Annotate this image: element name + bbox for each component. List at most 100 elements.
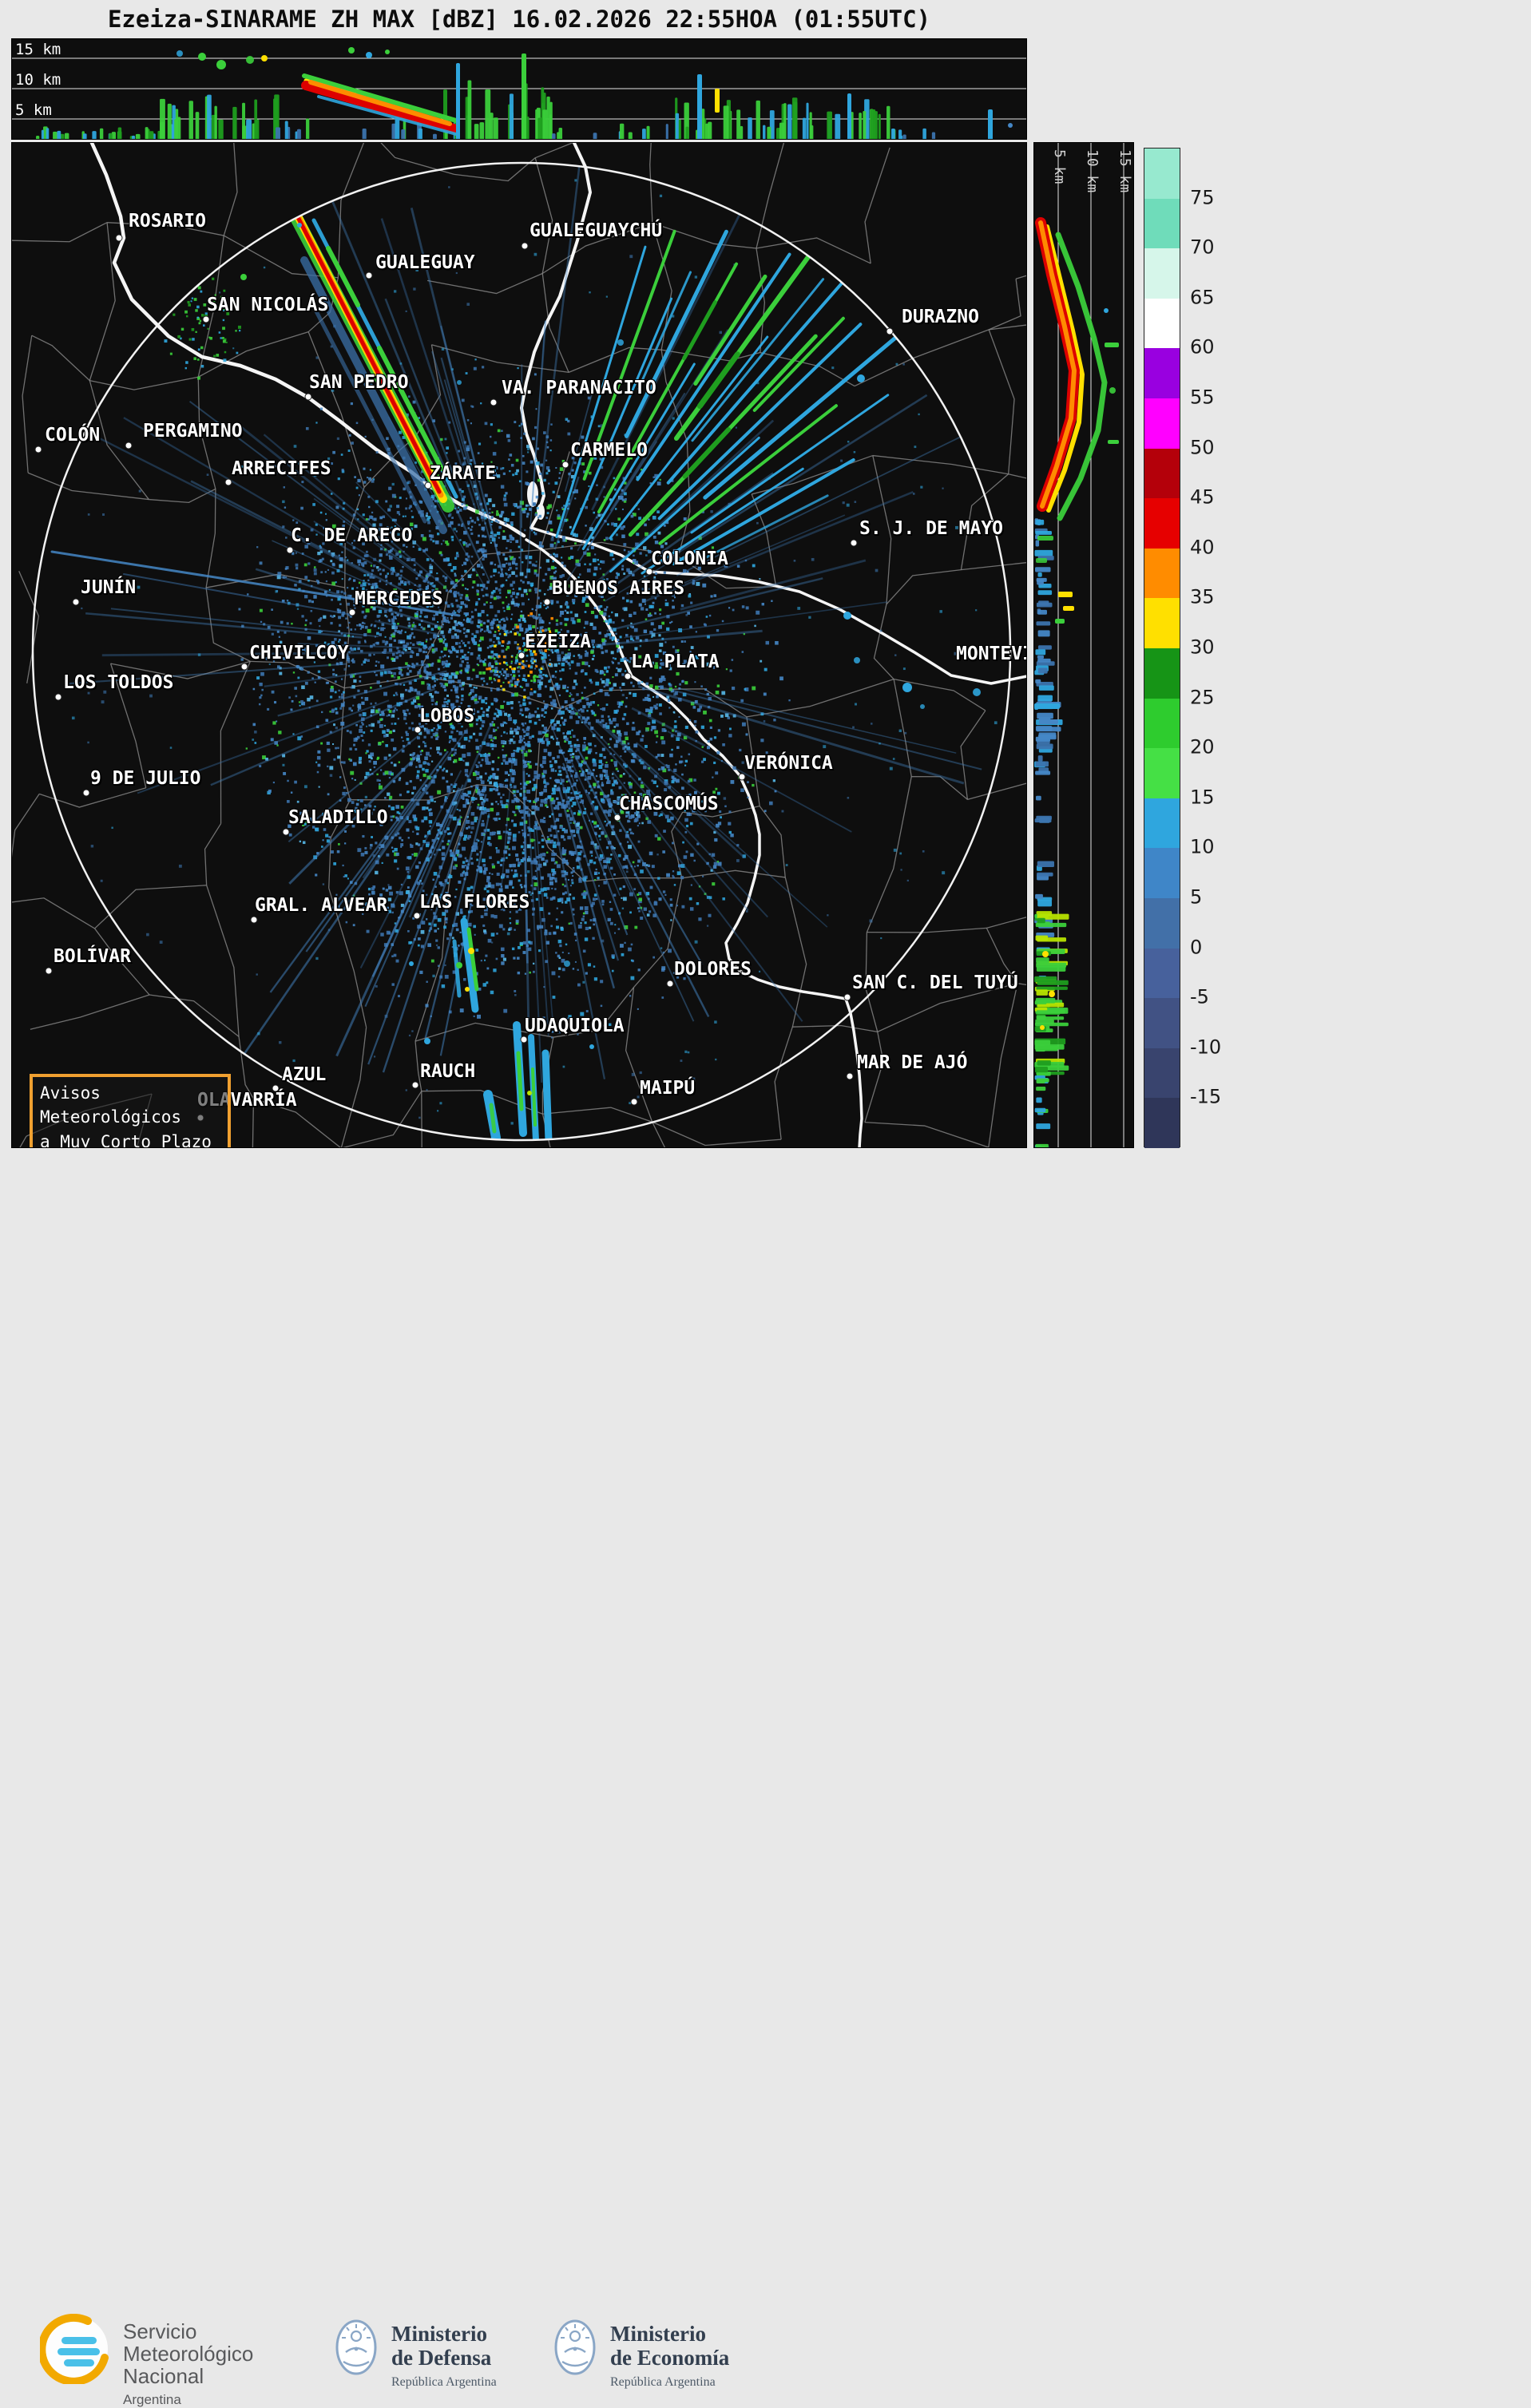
city-label: ZÁRATE xyxy=(430,465,496,483)
city-label: EZEIZA xyxy=(525,633,591,652)
colorbar-segment xyxy=(1144,848,1180,898)
ministry-economia-text: Ministerio de Economía República Argenti… xyxy=(610,2317,729,2390)
city-label: ARRECIFES xyxy=(232,460,331,478)
city-label: MAR DE AJÓ xyxy=(857,1054,967,1072)
city-label: CARMELO xyxy=(570,442,648,460)
city-dot xyxy=(521,1036,528,1044)
city-dot xyxy=(203,316,210,323)
city-label: GRAL. ALVEAR xyxy=(255,897,387,915)
height-axis-label: 5 km xyxy=(1051,149,1068,184)
colorbar-tick: 5 xyxy=(1190,885,1202,908)
city-dot xyxy=(412,1082,419,1089)
city-dot xyxy=(305,394,312,401)
height-axis-label: 10 km xyxy=(15,71,61,89)
city-label: JUNÍN xyxy=(81,579,136,597)
smn-country: Argentina xyxy=(123,2392,253,2408)
colorbar-segment xyxy=(1144,248,1180,299)
city-dot xyxy=(414,913,421,920)
colorbar-segment xyxy=(1144,898,1180,949)
city-dot xyxy=(544,599,551,606)
colorbar-tick: 0 xyxy=(1190,936,1202,958)
colorbar-segment xyxy=(1144,598,1180,648)
colorbar-segment xyxy=(1144,498,1180,549)
city-label: CHIVILCOY xyxy=(249,644,349,663)
city-label: BOLÍVAR xyxy=(54,948,131,966)
cross-section-echoes xyxy=(1034,223,1119,1148)
city-dot xyxy=(125,442,133,450)
ministry-defensa-block: Ministerio de Defensa República Argentin… xyxy=(334,2317,497,2390)
colorbar-tick: 70 xyxy=(1190,236,1215,259)
city-dot xyxy=(283,829,290,836)
ministry-defensa-text: Ministerio de Defensa República Argentin… xyxy=(391,2317,497,2390)
city-label: LOBOS xyxy=(419,707,474,726)
colorbar-tick: 60 xyxy=(1190,336,1215,358)
colorbar-tick: 45 xyxy=(1190,486,1215,509)
city-dot xyxy=(739,774,746,781)
city-label: SAN PEDRO xyxy=(309,374,409,392)
radar-product-page: { "title": "Ezeiza-SINARAME ZH MAX [dBZ]… xyxy=(0,0,1531,1524)
page-title: Ezeiza-SINARAME ZH MAX [dBZ] 16.02.2026 … xyxy=(11,0,1027,38)
ministry-sub: República Argentina xyxy=(610,2375,729,2390)
city-dot xyxy=(349,609,356,616)
smn-text: Servicio Meteorológico Nacional Argentin… xyxy=(123,2314,253,2408)
height-axis-label: 15 km xyxy=(15,41,61,58)
city-label: SAN NICOLÁS xyxy=(207,296,328,315)
city-dot xyxy=(55,694,62,701)
city-label: MAIPÚ xyxy=(640,1079,695,1098)
colorbar-tick: 35 xyxy=(1190,586,1215,608)
city-dot xyxy=(366,272,373,279)
colorbar-segment xyxy=(1144,798,1180,849)
city-label: DOLORES xyxy=(674,960,752,979)
city-label: S. J. DE MAYO xyxy=(859,520,1003,538)
city-label: DURAZNO xyxy=(902,308,979,327)
coat-of-arms-icon xyxy=(553,2317,597,2378)
city-dot xyxy=(414,727,422,734)
city-label: PERGAMINO xyxy=(143,422,243,441)
colorbar-segment xyxy=(1144,648,1180,699)
ministry-name-line: Ministerio xyxy=(391,2322,497,2346)
city-dot xyxy=(241,663,248,671)
colorbar-tick: -5 xyxy=(1190,986,1209,1008)
smn-name-line: Servicio xyxy=(123,2320,253,2343)
ministry-name-line: Ministerio xyxy=(610,2322,729,2346)
colorbar-tick: 30 xyxy=(1190,636,1215,658)
colorbar-segment xyxy=(1144,348,1180,398)
smn-logo-block: Servicio Meteorológico Nacional Argentin… xyxy=(40,2314,253,2408)
colorbar-segment xyxy=(1144,748,1180,798)
city-label: VA. PARANACITO xyxy=(502,379,656,398)
city-label: SALADILLO xyxy=(288,809,388,827)
city-label: LOS TOLDOS xyxy=(63,674,173,692)
city-label: AZUL xyxy=(282,1066,326,1084)
alert-box-line2: a Muy Corto Plazo xyxy=(40,1130,220,1148)
top-cross-section-chart: 15 km 10 km 5 km xyxy=(12,39,1027,140)
city-dot xyxy=(225,479,232,486)
colorbar-tick: 10 xyxy=(1190,836,1215,858)
colorbar-segment xyxy=(1144,398,1180,449)
city-dot xyxy=(847,1073,854,1080)
city-label: GUALEGUAYCHÚ xyxy=(530,222,662,240)
city-dot xyxy=(518,652,526,659)
city-label: UDAQUIOLA xyxy=(525,1017,625,1036)
colorbar-tick: 55 xyxy=(1190,386,1215,408)
alert-box-line1: Avisos Meteorológicos xyxy=(40,1081,220,1130)
colorbar-tick: 50 xyxy=(1190,436,1215,458)
colorbar-tick: 15 xyxy=(1190,786,1215,808)
ministry-sub: República Argentina xyxy=(391,2375,497,2390)
city-label: VERÓNICA xyxy=(744,754,833,773)
colorbar-segment xyxy=(1144,699,1180,749)
city-dot xyxy=(83,790,90,797)
city-dot xyxy=(35,446,42,453)
city-dot xyxy=(667,980,674,988)
height-axis-label: 5 km xyxy=(15,101,52,119)
city-label: C. DE ARECO xyxy=(291,527,412,545)
colorbar-tick: 20 xyxy=(1190,736,1215,758)
smn-name-line: Nacional xyxy=(123,2365,253,2387)
city-label: MONTEVI xyxy=(956,645,1027,663)
colorbar-tick: 40 xyxy=(1190,536,1215,558)
ministry-name-line: de Economía xyxy=(610,2346,729,2370)
footer: Servicio Meteorológico Nacional Argentin… xyxy=(0,1148,1531,1524)
height-axis-label: 15 km xyxy=(1117,149,1133,192)
